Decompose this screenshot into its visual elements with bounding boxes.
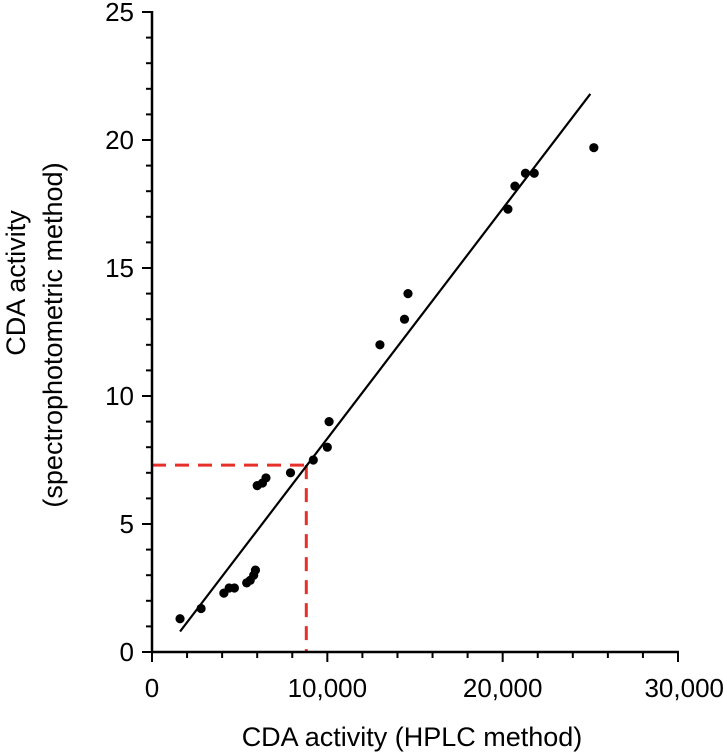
data-point (308, 455, 318, 465)
data-point (510, 181, 520, 191)
data-point (322, 442, 332, 452)
data-point (250, 565, 261, 575)
data-point (229, 583, 240, 593)
y-tick-label: 0 (120, 637, 134, 667)
data-point (196, 603, 206, 614)
y-axis-title-line-1: CDA activity (1, 210, 31, 356)
data-point (403, 289, 413, 299)
data-point (375, 340, 385, 350)
y-tick-label: 5 (120, 509, 134, 539)
x-tick-label: 30,000 (644, 673, 724, 703)
data-point (529, 168, 539, 178)
data-points (175, 143, 599, 624)
y-tick-label: 20 (105, 125, 134, 155)
x-tick-label: 10,000 (288, 673, 368, 703)
y-tick-label: 25 (105, 0, 134, 27)
x-axis-title: CDA activity (HPLC method) (242, 722, 583, 752)
data-point (261, 473, 271, 483)
data-point (503, 204, 513, 214)
data-point (175, 614, 185, 624)
x-tick-label: 0 (145, 673, 159, 703)
y-axis-ticks: 0 5 10 15 20 25 (105, 0, 152, 667)
x-axis-ticks: 0 10,000 20,000 30,000 (145, 652, 724, 703)
reference-lines (152, 463, 308, 652)
x-tick-label: 20,000 (463, 673, 543, 703)
data-point (285, 468, 296, 478)
data-point (589, 143, 599, 153)
y-axis-title-line-2: (spectrophotometric method) (38, 162, 68, 507)
data-point (399, 314, 410, 324)
data-point (324, 417, 334, 427)
data-point (520, 168, 531, 178)
regression-line (179, 93, 592, 633)
y-tick-label: 15 (105, 253, 134, 283)
y-tick-label: 10 (105, 381, 134, 411)
